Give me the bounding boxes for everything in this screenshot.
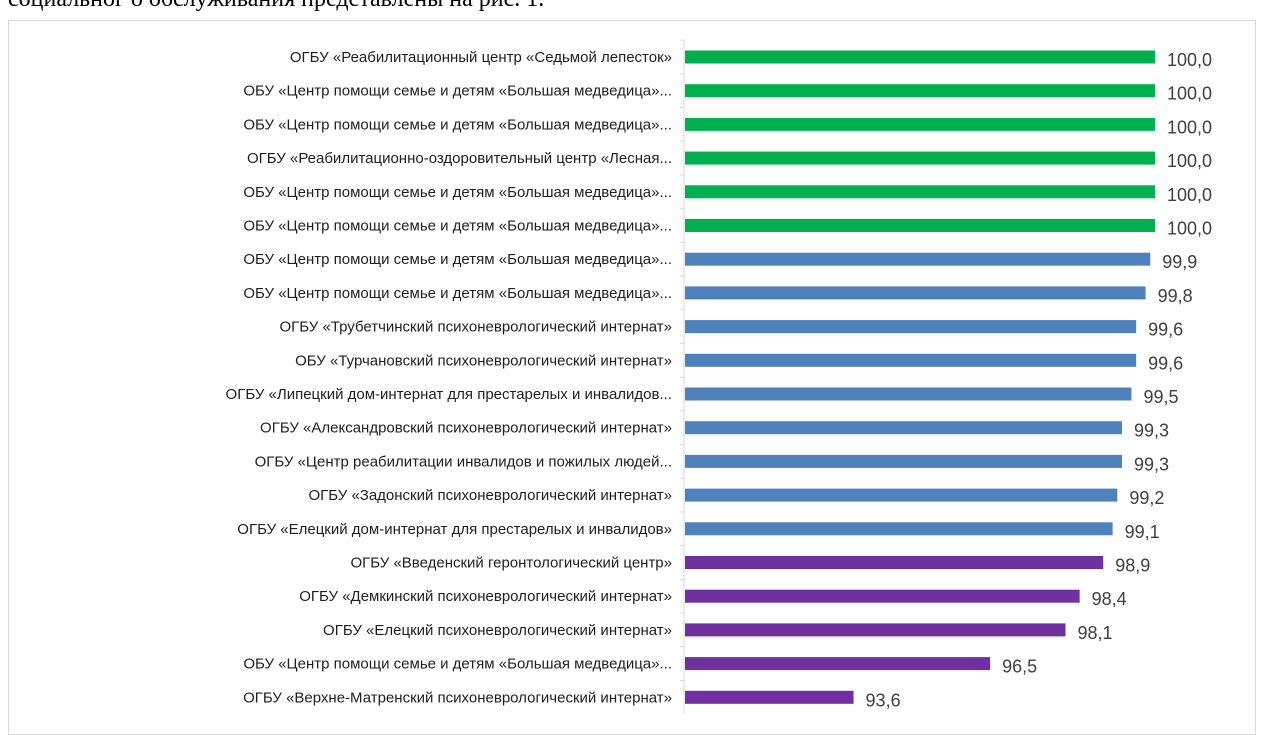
value-label: 100,0 [1167, 117, 1212, 137]
category-label: ОГБУ «Центр реабилитации инвалидов и пож… [255, 453, 672, 470]
category-label: ОБУ «Центр помощи семье и детям «Большая… [243, 83, 672, 100]
category-label: ОБУ «Турчановский психоневрологический и… [295, 352, 672, 369]
bar [685, 286, 1146, 300]
category-label: ОГБУ «Введенский геронтологический центр… [350, 555, 672, 572]
value-label: 100,0 [1167, 151, 1212, 171]
value-label: 99,5 [1143, 387, 1178, 407]
bar [685, 117, 1155, 131]
category-label: ОГБУ «Елецкий психоневрологический интер… [323, 622, 672, 639]
category-label: ОГБУ «Реабилитационный центр «Седьмой ле… [290, 49, 672, 66]
value-label: 99,2 [1129, 488, 1164, 508]
value-label: 99,3 [1134, 421, 1169, 441]
value-label: 99,3 [1134, 454, 1169, 474]
category-label: ОГБУ «Липецкий дом-интернат для престаре… [226, 386, 672, 403]
value-label: 99,8 [1158, 286, 1193, 306]
document-caption-text: социальног о обслуживания представлены н… [8, 0, 544, 13]
bar [685, 522, 1113, 536]
bar [685, 556, 1104, 569]
bar [685, 623, 1066, 637]
category-label: ОГБУ «Трубетчинский психоневрологический… [279, 319, 672, 336]
category-label: ОБУ «Центр помощи семье и детям «Большая… [243, 218, 672, 235]
bar [685, 488, 1118, 502]
value-label: 98,4 [1092, 589, 1127, 609]
bar [685, 657, 991, 671]
category-label: ОБУ «Центр помощи семье и детям «Большая… [243, 184, 672, 201]
bar [685, 185, 1155, 199]
value-label: 98,1 [1078, 623, 1113, 643]
value-label: 99,6 [1148, 320, 1183, 340]
category-label: ОГБУ «Елецкий дом-интернат для престарел… [237, 521, 672, 538]
category-label: ОГБУ «Реабилитационно-оздоровительный це… [247, 150, 672, 167]
category-label: ОБУ «Центр помощи семье и детям «Большая… [243, 656, 672, 673]
category-label: ОБУ «Центр помощи семье и детям «Большая… [243, 116, 672, 133]
value-label: 96,5 [1002, 657, 1037, 677]
bar [685, 589, 1080, 603]
category-label: ОГБУ «Александровский психоневрологическ… [260, 420, 672, 437]
value-label: 100,0 [1167, 84, 1212, 104]
bar [685, 353, 1137, 367]
bar [685, 421, 1123, 435]
value-label: 99,1 [1125, 522, 1160, 542]
category-label: ОБУ «Центр помощи семье и детям «Большая… [243, 251, 672, 268]
category-label: ОГБУ «Задонский психоневрологический инт… [308, 487, 672, 504]
value-label: 99,9 [1162, 252, 1197, 272]
chart-area: ОГБУ «Реабилитационный центр «Седьмой ле… [8, 20, 1256, 735]
category-label: ОГБУ «Верхне-Матренский психоневрологиче… [243, 689, 672, 706]
bar [685, 454, 1123, 468]
category-label: ОГБУ «Демкинский психоневрологический ин… [299, 588, 672, 605]
bar [685, 252, 1151, 266]
bar [685, 84, 1155, 98]
bar-chart: ОГБУ «Реабилитационный центр «Седьмой ле… [226, 39, 1212, 715]
bar [685, 320, 1137, 334]
bar [685, 219, 1155, 232]
value-label: 98,9 [1115, 556, 1150, 576]
value-label: 99,6 [1148, 353, 1183, 373]
bar [685, 690, 854, 704]
value-label: 100,0 [1167, 50, 1212, 70]
bar [685, 151, 1155, 165]
value-label: 100,0 [1167, 185, 1212, 205]
bar [685, 50, 1155, 64]
category-label: ОБУ «Центр помощи семье и детям «Большая… [243, 285, 672, 302]
value-label: 100,0 [1167, 219, 1212, 239]
value-label: 93,6 [866, 690, 901, 710]
bar [685, 387, 1132, 401]
